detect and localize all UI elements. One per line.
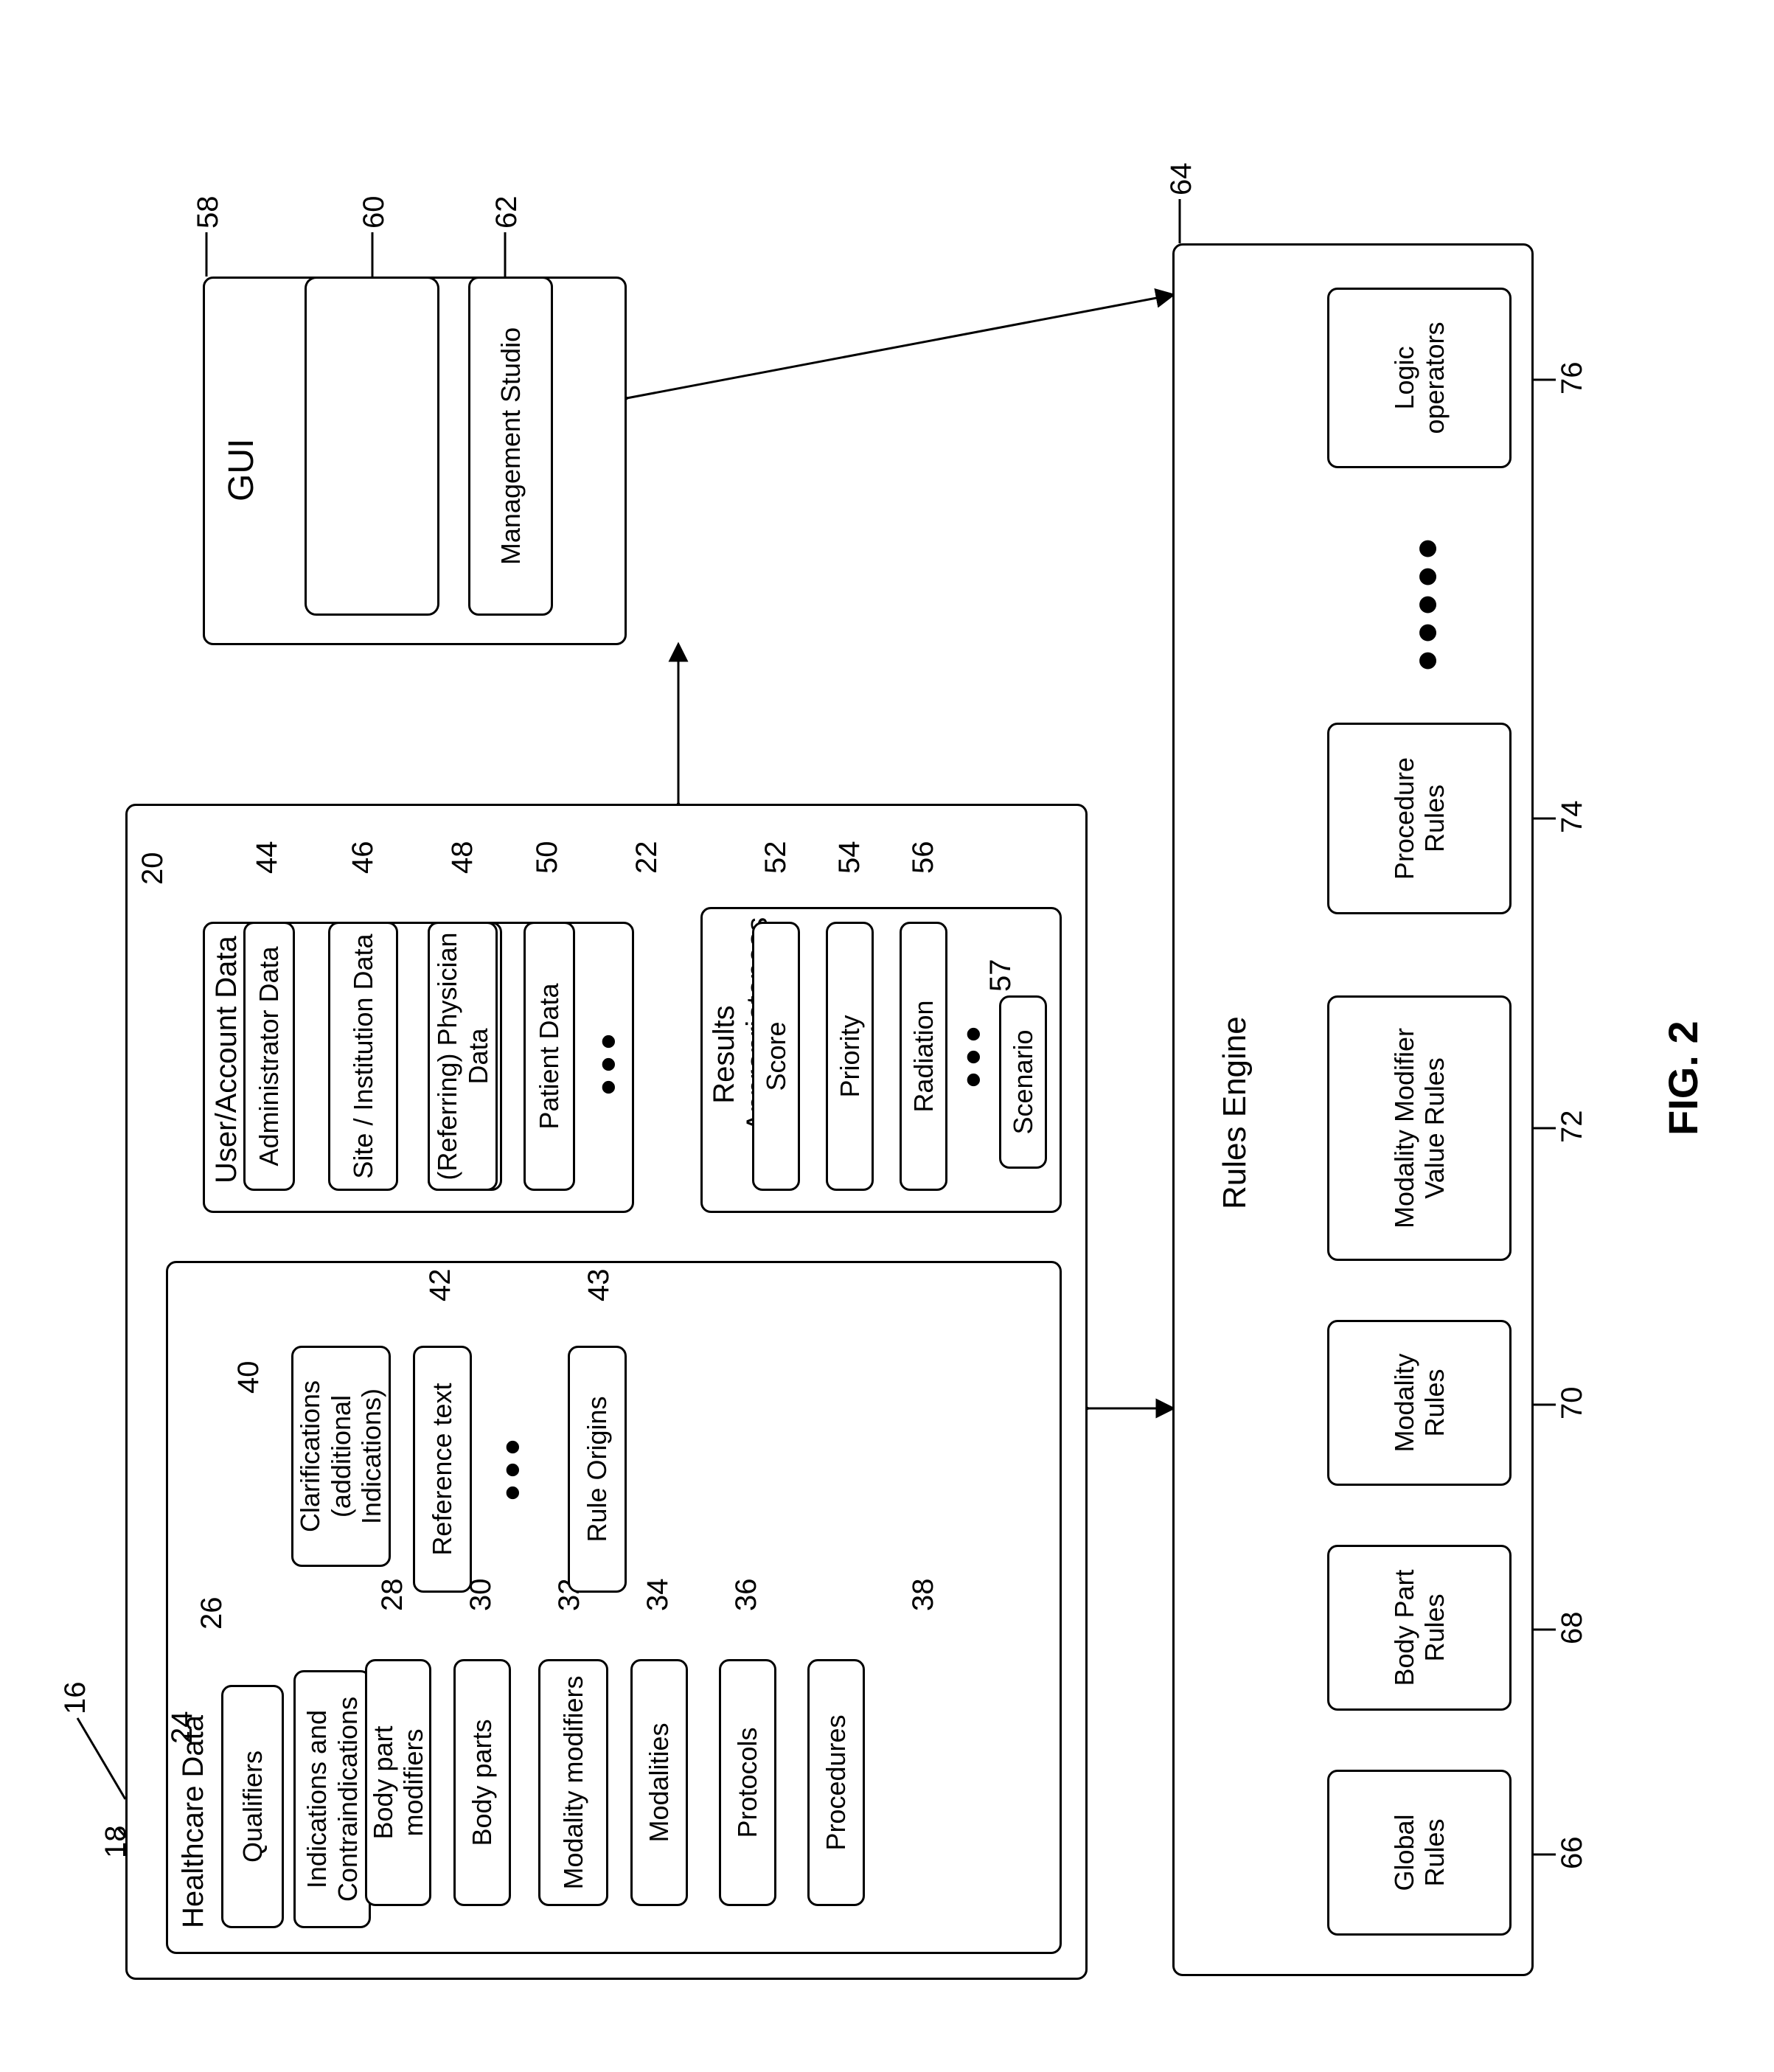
- rule-origins-label: Rule Origins: [582, 1396, 612, 1542]
- body-parts-box: Body parts: [453, 1659, 511, 1906]
- admin-data-box: Administrator Data: [243, 922, 295, 1191]
- protocols-box: Protocols: [719, 1659, 776, 1906]
- ellipsis-results: •••: [947, 1019, 998, 1088]
- num-56: 56: [907, 841, 940, 875]
- num-74: 74: [1556, 801, 1589, 834]
- patient-data-box: Patient Data: [523, 922, 575, 1191]
- qualifiers-label: Qualifiers: [237, 1751, 268, 1863]
- num-43: 43: [582, 1269, 616, 1302]
- rules-engine-title: Rules Engine: [1217, 1016, 1253, 1209]
- studio-label: Management Studio: [495, 327, 526, 565]
- num-58: 58: [192, 196, 225, 229]
- ellipsis-user: •••: [582, 1026, 633, 1095]
- num-66: 66: [1556, 1837, 1589, 1870]
- mod-mod-label: Modality modifiers: [558, 1675, 588, 1889]
- body-part-rules-box: Body Part Rules: [1327, 1545, 1512, 1711]
- num-40: 40: [232, 1361, 265, 1394]
- num-20: 20: [136, 852, 170, 886]
- physician-label2: (Referring) Physician Data: [432, 931, 493, 1181]
- scenario-box: Scenario: [999, 995, 1047, 1169]
- num-72: 72: [1556, 1110, 1589, 1144]
- body-part-modifiers-box: Body part modifiers: [365, 1659, 431, 1906]
- num-68: 68: [1556, 1612, 1589, 1645]
- modalities-box: Modalities: [630, 1659, 688, 1906]
- num-64: 64: [1165, 163, 1198, 196]
- num-44: 44: [251, 841, 284, 875]
- indications-label: Indications and Contraindications: [302, 1680, 363, 1919]
- num-26: 26: [195, 1597, 229, 1630]
- ref-text-label: Reference text: [427, 1383, 457, 1555]
- mm-value-rules-box: Modality Modifier Value Rules: [1327, 995, 1512, 1261]
- bp-mod-label: Body part modifiers: [368, 1669, 429, 1897]
- procedures-label: Procedures: [821, 1714, 851, 1850]
- num-54: 54: [833, 841, 866, 875]
- score-box: Score: [752, 922, 800, 1191]
- admin-label: Administrator Data: [254, 946, 284, 1166]
- patient-label: Patient Data: [534, 983, 564, 1129]
- procedure-rules-label: Procedure Rules: [1389, 732, 1450, 905]
- modalities-label: Modalities: [644, 1722, 674, 1842]
- clarifications-box: Clarifications (additional Indications): [291, 1346, 391, 1567]
- mm-value-rules-label: Modality Modifier Value Rules: [1389, 1005, 1450, 1251]
- diagram-stage: 16 Healthcare Data 18 Qualifiers 24 Indi…: [0, 0, 1774, 2072]
- indications-box: Indications and Contraindications: [293, 1670, 371, 1928]
- physician-data-box-fix: (Referring) Physician Data: [428, 922, 498, 1191]
- num-62: 62: [490, 196, 523, 229]
- global-rules-box: Global Rules: [1327, 1770, 1512, 1936]
- gui-title: GUI: [221, 439, 262, 501]
- num-50: 50: [531, 841, 564, 875]
- body-parts-label: Body parts: [467, 1719, 497, 1846]
- scenario-label: Scenario: [1008, 1029, 1038, 1134]
- procedures-box: Procedures: [807, 1659, 865, 1906]
- clarifications-label: Clarifications (additional Indications): [295, 1355, 386, 1557]
- figure-label: FIG. 2: [1659, 1021, 1707, 1136]
- priority-box: Priority: [826, 922, 874, 1191]
- num-24: 24: [166, 1711, 199, 1745]
- studio-box: Management Studio: [468, 277, 553, 616]
- num-36: 36: [730, 1579, 763, 1612]
- modality-modifiers-box: Modality modifiers: [538, 1659, 608, 1906]
- radiation-box: Radiation: [900, 922, 947, 1191]
- qualifiers-box: Qualifiers: [221, 1685, 284, 1928]
- score-label: Score: [761, 1021, 791, 1091]
- global-rules-label: Global Rules: [1389, 1779, 1450, 1926]
- num-60: 60: [358, 196, 391, 229]
- num-16: 16: [59, 1682, 92, 1715]
- num-76: 76: [1556, 362, 1589, 395]
- body-part-rules-label: Body Part Rules: [1389, 1554, 1450, 1701]
- site-data-box: Site / Institution Data: [328, 922, 398, 1191]
- num-38: 38: [907, 1579, 940, 1612]
- modality-rules-box: Modality Rules: [1327, 1320, 1512, 1486]
- num-22: 22: [630, 841, 664, 875]
- portal-outer: [305, 277, 439, 616]
- logic-operators-label: Logic operators: [1389, 297, 1450, 459]
- radiation-label: Radiation: [908, 1000, 939, 1112]
- num-18: 18: [100, 1826, 133, 1859]
- procedure-rules-box: Procedure Rules: [1327, 723, 1512, 914]
- num-42: 42: [424, 1269, 457, 1302]
- num-46: 46: [347, 841, 380, 875]
- priority-label: Priority: [835, 1015, 865, 1098]
- protocols-label: Protocols: [732, 1727, 762, 1838]
- num-48: 48: [446, 841, 479, 875]
- site-label: Site / Institution Data: [348, 934, 378, 1178]
- ellipsis-healthcare: •••: [487, 1432, 538, 1501]
- logic-operators-box: Logic operators: [1327, 288, 1512, 468]
- healthcare-title: Healthcare Data: [177, 1715, 210, 1928]
- num-28: 28: [376, 1579, 409, 1612]
- ellipsis-rules: •••••: [1394, 531, 1461, 671]
- num-34: 34: [641, 1579, 675, 1612]
- user-account-title: User/Account Data: [210, 936, 243, 1183]
- rule-origins-box: Rule Origins: [568, 1346, 627, 1593]
- num-57: 57: [984, 959, 1018, 992]
- num-70: 70: [1556, 1387, 1589, 1420]
- modality-rules-label: Modality Rules: [1389, 1329, 1450, 1476]
- num-52: 52: [759, 841, 793, 875]
- reference-text-box: Reference text: [413, 1346, 472, 1593]
